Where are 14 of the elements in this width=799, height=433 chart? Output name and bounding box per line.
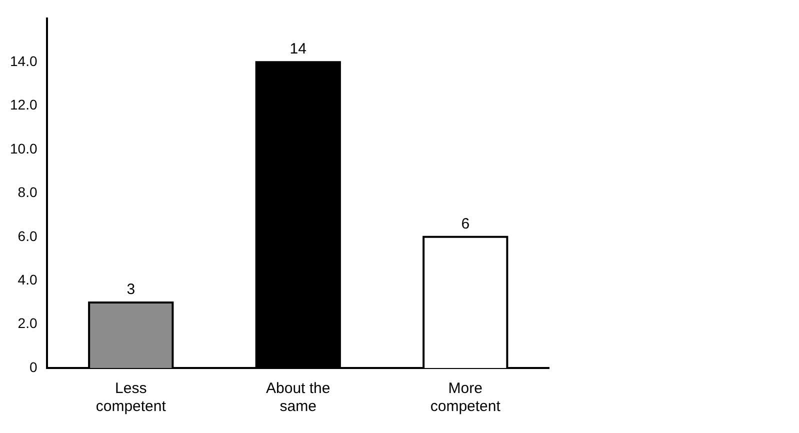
data-label: 6 [461,216,470,233]
y-tick-label: 12.0 [10,96,38,113]
y-tick-label: 8.0 [18,184,38,200]
y-tick-label: 10.0 [10,140,38,156]
data-label: 3 [126,281,136,298]
y-tick-label: 6.0 [18,228,38,244]
x-tick-label: Less competent [96,380,167,416]
x-tick-label: About the same [266,380,330,416]
y-tick-label: 14.0 [10,52,38,69]
x-tick-label: More competent [430,380,502,416]
data-label: 14 [290,40,306,58]
y-tick-label: 0 [29,358,38,375]
y-tick-label: 4.0 [18,271,38,288]
y-tick-label: 2.0 [18,315,38,332]
